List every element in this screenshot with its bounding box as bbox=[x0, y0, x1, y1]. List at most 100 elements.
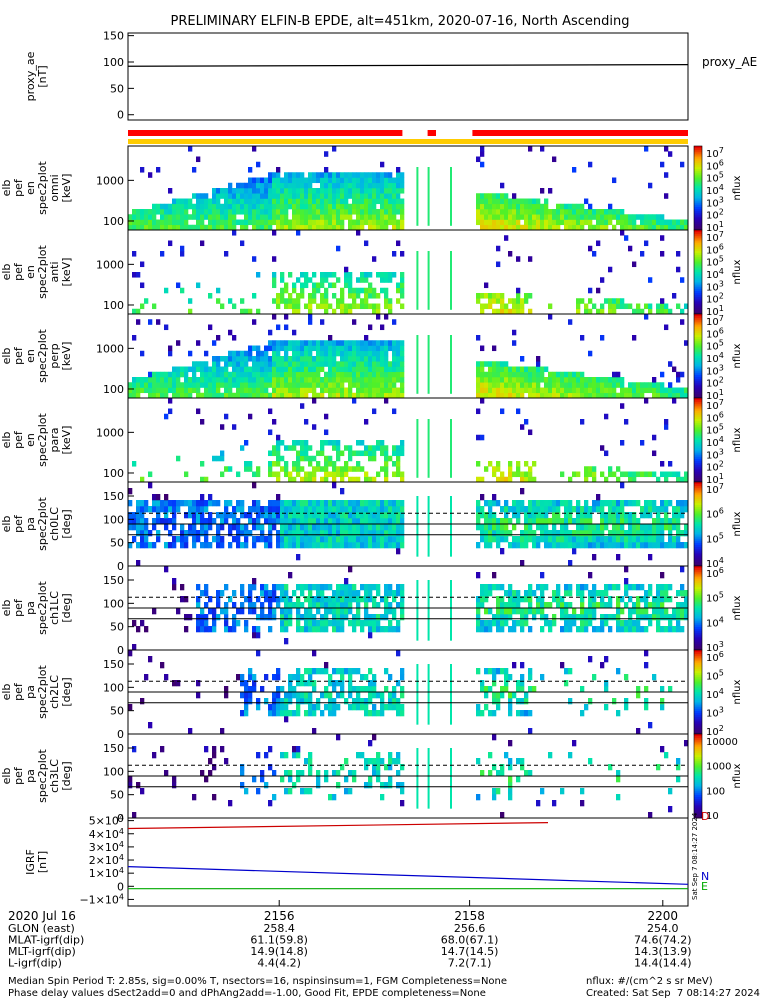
pixel-cell bbox=[276, 602, 281, 609]
pixel-cell bbox=[292, 224, 297, 231]
pixel-cell bbox=[272, 506, 277, 513]
pixel-cell bbox=[376, 209, 381, 215]
pixel-cell bbox=[380, 224, 385, 231]
pixel-cell bbox=[596, 224, 601, 231]
pixel-cell bbox=[244, 366, 249, 373]
pixel-cell bbox=[356, 596, 361, 603]
pixel-cell bbox=[224, 193, 229, 199]
pixel-cell bbox=[332, 377, 337, 383]
pixel-cell bbox=[164, 219, 169, 226]
pixel-cell bbox=[272, 361, 277, 367]
pixel-cell bbox=[292, 466, 297, 472]
pixel-cell bbox=[136, 524, 141, 531]
pixel-cell bbox=[344, 518, 349, 525]
pixel-cell bbox=[388, 674, 393, 681]
pixel-cell bbox=[244, 536, 249, 543]
pixel-cell bbox=[604, 214, 609, 220]
pixel-cell bbox=[260, 382, 265, 388]
pixel-cell bbox=[300, 512, 305, 519]
pixel-cell bbox=[496, 692, 501, 699]
pixel-cell bbox=[308, 698, 313, 705]
pixel-cell bbox=[252, 319, 257, 325]
colorbar-4-cell bbox=[694, 429, 702, 433]
pixel-cell bbox=[184, 500, 189, 507]
pixel-cell bbox=[388, 361, 393, 367]
pixel-cell bbox=[160, 518, 165, 525]
pixel-cell bbox=[380, 361, 385, 367]
pixel-cell bbox=[248, 198, 253, 205]
pixel-cell bbox=[600, 308, 605, 315]
pixel-cell bbox=[484, 203, 489, 210]
pixel-cell bbox=[232, 512, 237, 519]
pixel-cell bbox=[612, 177, 617, 184]
pixel-cell bbox=[328, 193, 333, 199]
pixel-cell bbox=[284, 198, 289, 205]
pixel-cell bbox=[360, 193, 365, 199]
pixel-cell bbox=[240, 392, 245, 399]
pixel-cell bbox=[284, 518, 289, 525]
pixel-cell bbox=[400, 782, 405, 789]
pixel-cell bbox=[504, 235, 509, 241]
pixel-cell bbox=[208, 512, 213, 519]
pixel-cell bbox=[144, 377, 149, 383]
pixel-cell bbox=[532, 686, 537, 693]
pixel-cell bbox=[284, 298, 289, 304]
pixel-cell bbox=[512, 198, 517, 205]
pixel-cell bbox=[156, 319, 161, 325]
pixel-cell bbox=[308, 506, 313, 513]
colorbar-5-tick: 104 bbox=[706, 556, 724, 570]
pixel-cell bbox=[320, 536, 325, 543]
pixel-cell bbox=[340, 674, 345, 681]
pixel-cell bbox=[312, 620, 317, 627]
pixel-cell bbox=[536, 506, 541, 513]
pixel-cell bbox=[312, 298, 317, 304]
pixel-cell bbox=[544, 614, 549, 621]
pixel-cell bbox=[380, 272, 385, 278]
pixel-cell bbox=[204, 746, 209, 753]
pixel-cell bbox=[132, 214, 137, 220]
pixel-cell bbox=[632, 382, 637, 388]
pixel-cell bbox=[496, 461, 501, 467]
pixel-cell bbox=[280, 466, 285, 472]
pixel-cell bbox=[400, 361, 405, 367]
data-spike bbox=[416, 748, 419, 809]
pixel-cell bbox=[660, 471, 665, 478]
pixel-cell bbox=[152, 224, 157, 231]
pixel-cell bbox=[392, 542, 397, 549]
pixel-cell bbox=[544, 620, 549, 627]
pixel-cell bbox=[400, 704, 405, 711]
pixel-cell bbox=[344, 512, 349, 519]
pixel-cell bbox=[224, 361, 229, 367]
pixel-cell bbox=[336, 626, 341, 633]
pixel-cell bbox=[368, 620, 373, 627]
colorbar-5-cell bbox=[694, 503, 702, 506]
pixel-cell bbox=[372, 758, 377, 765]
pixel-cell bbox=[296, 340, 301, 346]
pixel-cell bbox=[600, 524, 605, 531]
pixel-cell bbox=[540, 608, 545, 615]
pixel-cell bbox=[648, 224, 653, 231]
pixel-cell bbox=[300, 371, 305, 378]
pixel-cell bbox=[580, 209, 585, 215]
pixel-cell bbox=[160, 506, 165, 513]
colorbar-6-cell bbox=[694, 620, 702, 624]
colorbar-1-cell bbox=[694, 179, 702, 183]
pixel-cell bbox=[240, 710, 245, 717]
pixel-cell bbox=[340, 209, 345, 215]
series-name-label: E bbox=[701, 880, 708, 893]
pixel-cell bbox=[516, 596, 521, 603]
pixel-cell bbox=[212, 340, 217, 346]
pixel-cell bbox=[320, 466, 325, 472]
pixel-cell bbox=[576, 626, 581, 633]
pixel-cell bbox=[304, 536, 309, 543]
pixel-cell bbox=[564, 392, 569, 399]
pixel-cell bbox=[232, 524, 237, 531]
pixel-cell bbox=[552, 392, 557, 399]
pixel-cell bbox=[140, 282, 145, 289]
colorbar-1-cell bbox=[694, 150, 702, 153]
pixel-cell bbox=[384, 377, 389, 383]
pixel-cell bbox=[352, 542, 357, 549]
pixel-cell bbox=[500, 812, 505, 819]
pixel-cell bbox=[656, 626, 661, 633]
pixel-cell bbox=[260, 770, 265, 777]
